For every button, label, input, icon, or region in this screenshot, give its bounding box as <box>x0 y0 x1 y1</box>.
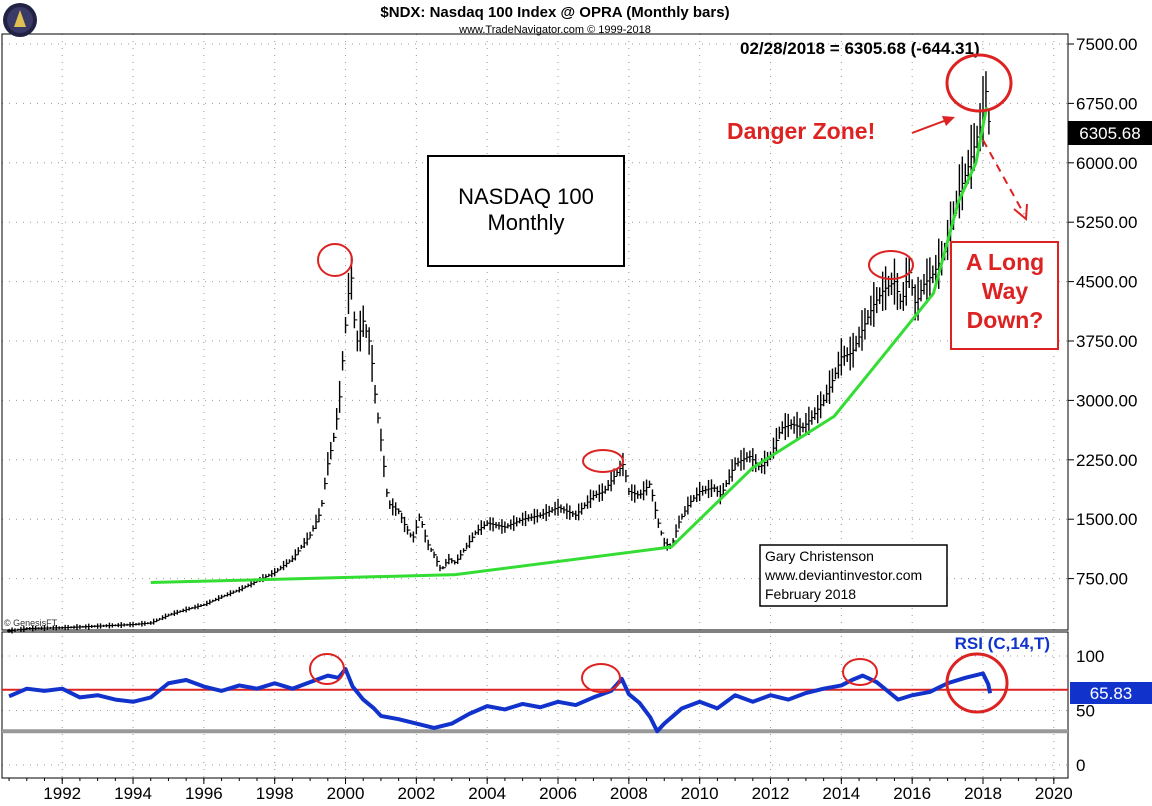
last-rsi-flag: 65.83 <box>1070 682 1152 704</box>
danger-zone-label: Danger Zone! <box>727 118 875 144</box>
year-tick-label: 2014 <box>822 784 860 803</box>
rsi-circle-2007 <box>581 663 621 693</box>
year-tick-label: 1992 <box>43 784 81 803</box>
svg-text:Gary Christenson: Gary Christenson <box>765 548 874 564</box>
rsi-circle-2018 <box>945 652 1009 714</box>
author-box: Gary Christenson www.deviantinvestor.com… <box>759 544 948 607</box>
support-trendline <box>150 107 989 585</box>
price-tick-label: 6000.00 <box>1076 154 1137 173</box>
trade-navigator-logo <box>3 3 37 37</box>
year-tick-label: 2002 <box>397 784 435 803</box>
price-tick-label: 3750.00 <box>1076 332 1137 351</box>
year-tick-label: 2004 <box>468 784 506 803</box>
price-tick-label: 3000.00 <box>1076 391 1137 410</box>
rsi-tick-label: 0 <box>1076 756 1085 775</box>
year-tick-label: 2020 <box>1035 784 1073 803</box>
price-axis: 750.00 1500.00 2250.00 3000.00 3750.00 4500.0… <box>1068 35 1137 589</box>
long-way-down-box: A Long Way Down? <box>950 241 1059 350</box>
year-tick-label: 2018 <box>964 784 1002 803</box>
peak-circle-2007 <box>582 449 624 473</box>
last-bar-readout: 02/28/2018 = 6305.68 (-644.31) <box>740 39 980 58</box>
svg-text:NASDAQ 100: NASDAQ 100 <box>458 184 594 209</box>
svg-text:Monthly: Monthly <box>487 210 564 235</box>
year-tick-label: 1994 <box>114 784 152 803</box>
price-tick-label: 6750.00 <box>1076 94 1137 113</box>
year-tick-label: 1998 <box>256 784 294 803</box>
rsi-line <box>8 667 993 734</box>
peak-highlight-circles <box>309 53 1013 714</box>
grid <box>2 34 1068 778</box>
peak-circle-2000 <box>317 243 353 277</box>
year-tick-label: 2000 <box>327 784 365 803</box>
svg-text:Way: Way <box>982 278 1029 304</box>
chart-frame <box>1 33 1069 779</box>
svg-text:6305.68: 6305.68 <box>1079 124 1140 143</box>
rsi-circle-2000 <box>309 653 345 685</box>
watermark: © GenesisFT <box>4 618 58 628</box>
peak-circle-2018 <box>945 53 1013 113</box>
rsi-tick-label: 100 <box>1076 647 1104 666</box>
svg-text:www.deviantinvestor.com: www.deviantinvestor.com <box>764 567 922 583</box>
nasdaq-label-box: NASDAQ 100 Monthly <box>427 155 625 267</box>
price-tick-label: 1500.00 <box>1076 510 1137 529</box>
rsi-title: RSI (C,14,T) <box>955 634 1050 653</box>
year-tick-label: 2008 <box>610 784 648 803</box>
price-tick-label: 2250.00 <box>1076 451 1137 470</box>
year-tick-label: 2016 <box>893 784 931 803</box>
rsi-tick-label: 50 <box>1076 702 1095 721</box>
down-dashed-arrow <box>982 139 1028 222</box>
svg-text:65.83: 65.83 <box>1090 684 1133 703</box>
year-tick-label: 1996 <box>185 784 223 803</box>
year-tick-label: 2010 <box>681 784 719 803</box>
svg-text:February 2018: February 2018 <box>765 586 856 602</box>
svg-text:A Long: A Long <box>966 249 1044 275</box>
chart-title: $NDX: Nasdaq 100 Index @ OPRA (Monthly b… <box>380 4 729 21</box>
peak-circle-2015 <box>868 250 914 280</box>
rsi-circle-2014 <box>842 658 878 686</box>
time-axis: 1992 1994 1996 1998 2000 2002 2004 2006 2008 2010… <box>8 778 1073 803</box>
price-tick-label: 750.00 <box>1076 570 1128 589</box>
danger-arrow <box>911 116 955 134</box>
price-tick-label: 7500.00 <box>1076 35 1137 54</box>
price-tick-label: 4500.00 <box>1076 273 1137 292</box>
last-price-flag: 6305.68 <box>1068 121 1152 145</box>
svg-text:Down?: Down? <box>967 307 1044 333</box>
price-tick-label: 5250.00 <box>1076 213 1137 232</box>
copyright-text: www.TradeNavigator.com © 1999-2018 <box>458 24 651 36</box>
year-tick-label: 2012 <box>752 784 790 803</box>
year-tick-label: 2006 <box>539 784 577 803</box>
rsi-axis: 0 50 100 <box>1076 647 1104 775</box>
